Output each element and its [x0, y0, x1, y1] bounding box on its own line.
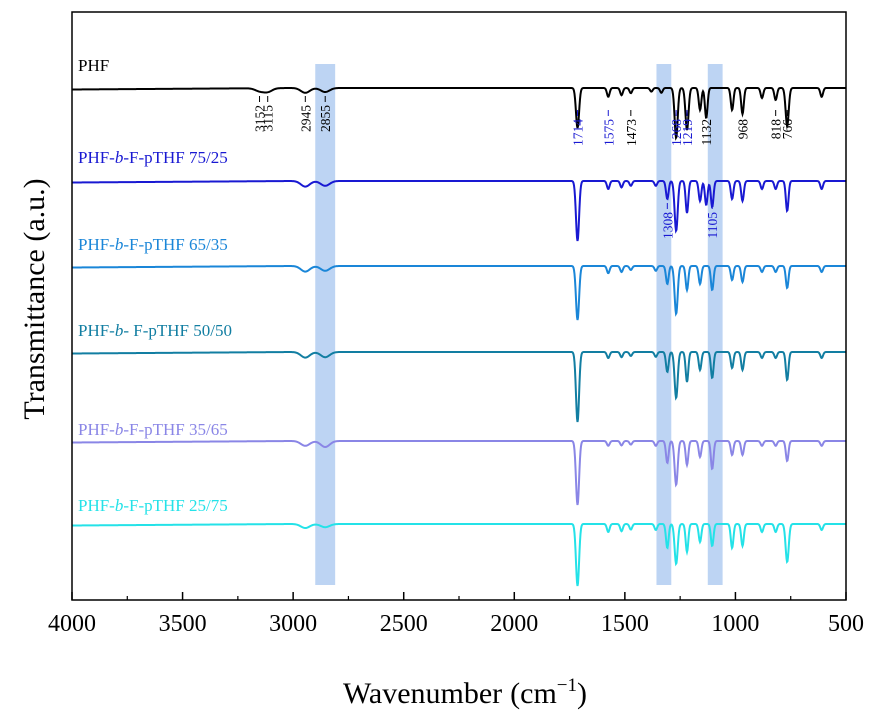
- annotation-766: 766: [780, 119, 795, 140]
- series-label-2: PHF-b-F-pTHF 75/25: [78, 148, 228, 167]
- x-tick-label-500: 500: [828, 611, 864, 637]
- x-tick-label-2000: 2000: [490, 611, 538, 637]
- x-tick-label-3000: 3000: [269, 611, 317, 637]
- x-axis-title: Wavenumber (cm−1): [343, 675, 587, 710]
- annotation-1714: 1714: [571, 119, 586, 146]
- series-label-3: PHF-b-F-pTHF 65/35: [78, 235, 228, 254]
- x-tick-label-1500: 1500: [601, 611, 649, 637]
- annotation-1105: 1105: [705, 212, 720, 239]
- series-label-1: PHF: [78, 56, 109, 75]
- annotation-2945: 2945: [298, 105, 313, 132]
- highlight-band-1: [315, 64, 336, 585]
- annotation-1308: 1308: [660, 212, 675, 239]
- x-tick-label-1000: 1000: [711, 611, 759, 637]
- series-label-6: PHF-b-F-pTHF 25/75: [78, 496, 228, 515]
- y-axis-title: Transmittance (a.u.): [18, 178, 51, 419]
- x-axis-title-unit-close: ): [577, 677, 587, 710]
- x-axis-title-unit-exp: −1: [557, 675, 577, 696]
- annotation-818: 818: [769, 119, 784, 140]
- annotation-1132: 1132: [699, 119, 714, 146]
- annotation-2855: 2855: [318, 105, 333, 132]
- annotation-1473: 1473: [624, 119, 639, 146]
- spectrum-line-4: [72, 351, 846, 423]
- annotation-3115: 3115: [261, 105, 276, 132]
- x-axis-title-main: Wavenumber: [343, 677, 502, 710]
- x-tick-label-2500: 2500: [380, 611, 428, 637]
- x-tick-label-4000: 4000: [48, 611, 96, 637]
- series-label-4: PHF-b- F-pTHF 50/50: [78, 321, 232, 340]
- x-axis-title-unit: (cm: [510, 677, 557, 710]
- spectrum-line-5: [72, 440, 846, 506]
- spectrum-line-1: [72, 87, 846, 141]
- annotation-1575: 1575: [601, 119, 616, 146]
- spectrum-line-3: [72, 265, 846, 321]
- x-axis-ticks: 4000 3500 3000 2500 2000 1500 1000 500: [48, 592, 864, 637]
- x-tick-label-3500: 3500: [159, 611, 207, 637]
- highlight-bands: [315, 64, 723, 585]
- annotation-3152: 3152: [253, 105, 268, 132]
- annotation-1219: 1219: [680, 119, 695, 146]
- series-labels: PHF PHF-b-F-pTHF 75/25 PHF-b-F-pTHF 65/35 P…: [78, 56, 232, 515]
- annotation-968: 968: [736, 119, 751, 140]
- annotation-1268: 1268: [669, 119, 684, 146]
- spectrum-line-6: [72, 523, 846, 587]
- spectra-lines: [72, 87, 846, 587]
- spectrum-line-2: [72, 180, 846, 242]
- series-label-5: PHF-b-F-pTHF 35/65: [78, 420, 228, 439]
